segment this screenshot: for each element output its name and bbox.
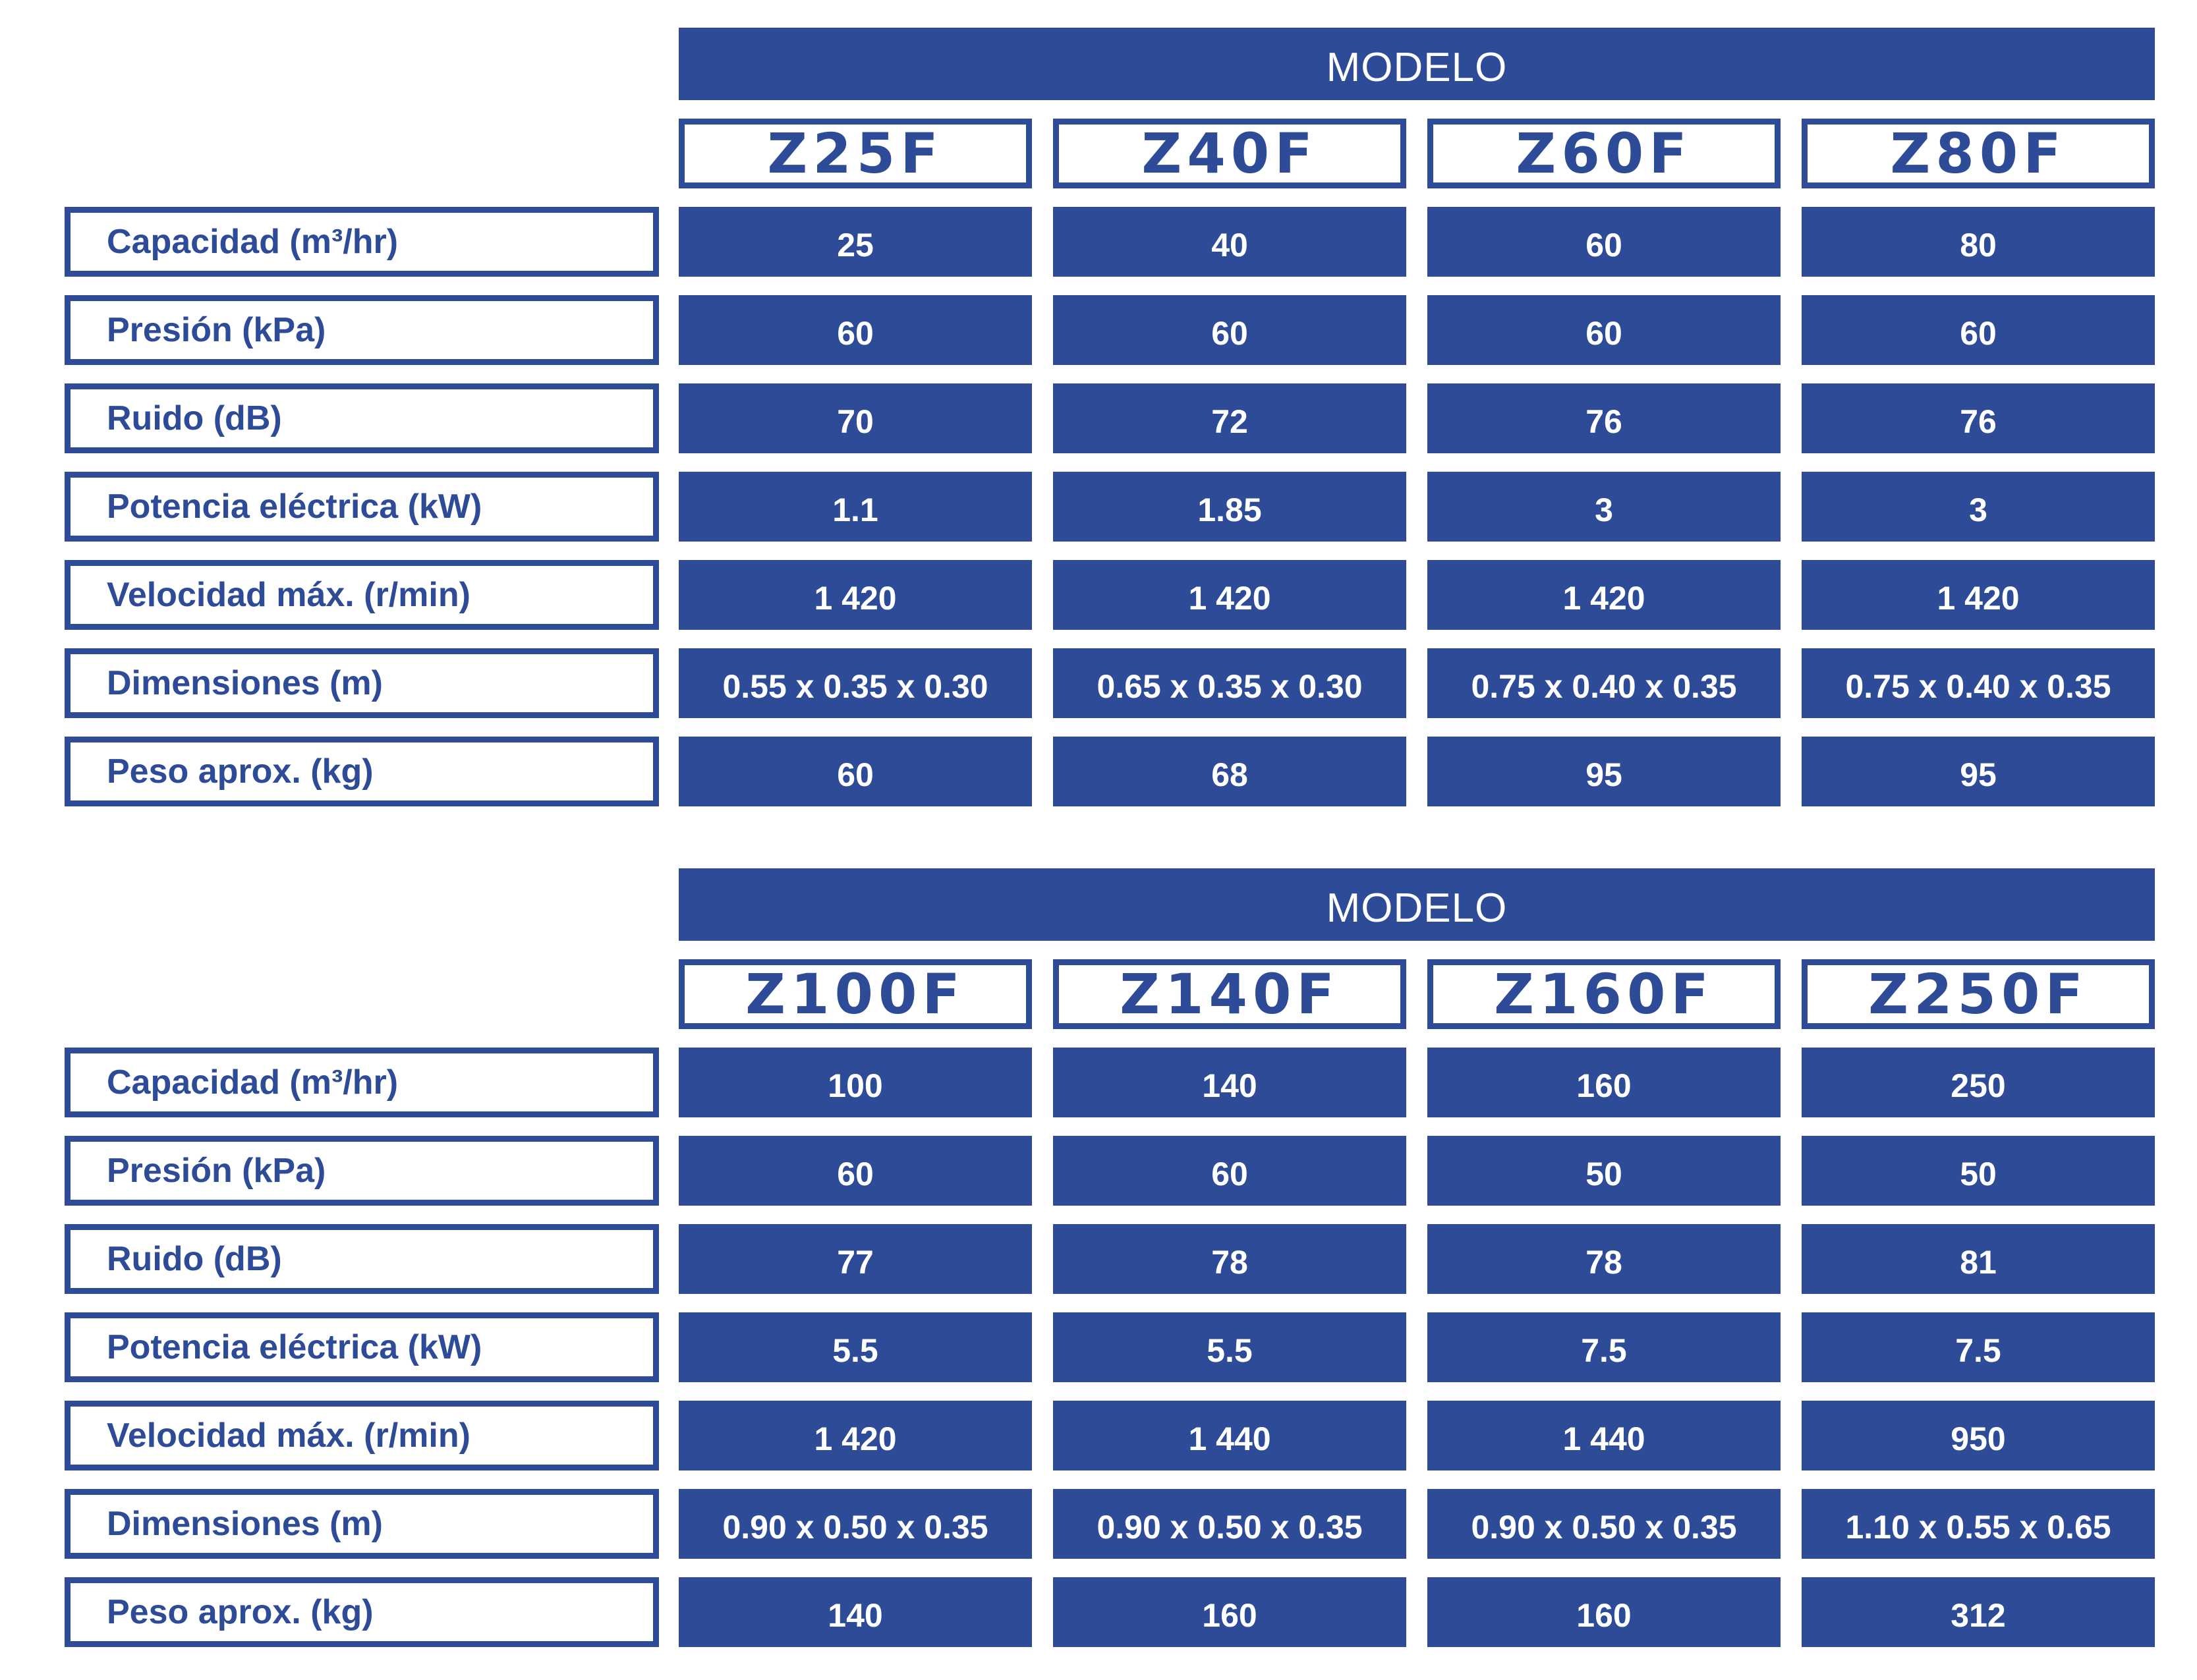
model-header-z80f: Z80F [1802, 119, 2155, 188]
table-cell: 3 [1427, 472, 1781, 542]
table-cell: 1 440 [1053, 1401, 1406, 1470]
row-label-velocidad: Velocidad máx. (r/min) [65, 1401, 659, 1470]
table-cell: 60 [679, 295, 1032, 365]
row-label-ruido: Ruido (dB) [65, 1224, 659, 1294]
row-label-capacidad: Capacidad (m³/hr) [65, 1048, 659, 1117]
table-cell: 160 [1053, 1577, 1406, 1647]
table-cell: 50 [1802, 1136, 2155, 1206]
table-cell: 0.75 x 0.40 x 0.35 [1427, 648, 1781, 718]
table-cell: 1 420 [1427, 560, 1781, 630]
model-header-z250f: Z250F [1802, 959, 2155, 1029]
spec-table-2: MODELO Z100F Z140F Z160F Z250F Capacidad… [0, 841, 2197, 1680]
table-cell: 5.5 [679, 1312, 1032, 1382]
table-cell: 60 [679, 737, 1032, 806]
table-cell: 68 [1053, 737, 1406, 806]
table-cell: 0.90 x 0.50 x 0.35 [1053, 1489, 1406, 1559]
table-cell: 7.5 [1427, 1312, 1781, 1382]
table-cell: 1.10 x 0.55 x 0.65 [1802, 1489, 2155, 1559]
model-header-z40f: Z40F [1053, 119, 1406, 188]
table-cell: 950 [1802, 1401, 2155, 1470]
table-cell: 50 [1427, 1136, 1781, 1206]
table-cell: 40 [1053, 207, 1406, 277]
row-label-ruido: Ruido (dB) [65, 383, 659, 453]
table-cell: 25 [679, 207, 1032, 277]
row-label-dimensiones: Dimensiones (m) [65, 648, 659, 718]
table-cell: 95 [1802, 737, 2155, 806]
table-cell: 5.5 [1053, 1312, 1406, 1382]
model-header-z160f: Z160F [1427, 959, 1781, 1029]
table-cell: 60 [1053, 1136, 1406, 1206]
table-cell: 0.90 x 0.50 x 0.35 [679, 1489, 1032, 1559]
table-cell: 312 [1802, 1577, 2155, 1647]
table-cell: 76 [1802, 383, 2155, 453]
model-header-z25f: Z25F [679, 119, 1032, 188]
table-cell: 160 [1427, 1577, 1781, 1647]
table-cell: 81 [1802, 1224, 2155, 1294]
row-label-peso: Peso aprox. (kg) [65, 1577, 659, 1647]
modelo-header: MODELO [679, 28, 2155, 100]
table-cell: 1 420 [679, 1401, 1032, 1470]
row-label-potencia: Potencia eléctrica (kW) [65, 472, 659, 542]
row-label-capacidad: Capacidad (m³/hr) [65, 207, 659, 277]
row-label-presion: Presión (kPa) [65, 1136, 659, 1206]
row-label-velocidad: Velocidad máx. (r/min) [65, 560, 659, 630]
row-label-dimensiones: Dimensiones (m) [65, 1489, 659, 1559]
row-label-peso: Peso aprox. (kg) [65, 737, 659, 806]
table-cell: 60 [1053, 295, 1406, 365]
row-label-presion: Presión (kPa) [65, 295, 659, 365]
table-cell: 1 420 [1802, 560, 2155, 630]
table-cell: 60 [1802, 295, 2155, 365]
table-cell: 60 [679, 1136, 1032, 1206]
table-cell: 76 [1427, 383, 1781, 453]
table-cell: 78 [1053, 1224, 1406, 1294]
table-cell: 1.85 [1053, 472, 1406, 542]
table-cell: 160 [1427, 1048, 1781, 1117]
table-cell: 140 [1053, 1048, 1406, 1117]
table-cell: 77 [679, 1224, 1032, 1294]
modelo-header: MODELO [679, 868, 2155, 941]
model-header-z140f: Z140F [1053, 959, 1406, 1029]
table-cell: 0.55 x 0.35 x 0.30 [679, 648, 1032, 718]
table-cell: 1 420 [1053, 560, 1406, 630]
table-cell: 250 [1802, 1048, 2155, 1117]
table-cell: 95 [1427, 737, 1781, 806]
table-cell: 1 440 [1427, 1401, 1781, 1470]
table-cell: 72 [1053, 383, 1406, 453]
table-cell: 80 [1802, 207, 2155, 277]
table-cell: 1 420 [679, 560, 1032, 630]
table-cell: 60 [1427, 295, 1781, 365]
table-cell: 1.1 [679, 472, 1032, 542]
table-cell: 7.5 [1802, 1312, 2155, 1382]
table-cell: 3 [1802, 472, 2155, 542]
model-header-z60f: Z60F [1427, 119, 1781, 188]
table-cell: 100 [679, 1048, 1032, 1117]
row-label-potencia: Potencia eléctrica (kW) [65, 1312, 659, 1382]
table-cell: 70 [679, 383, 1032, 453]
table-cell: 0.65 x 0.35 x 0.30 [1053, 648, 1406, 718]
table-cell: 140 [679, 1577, 1032, 1647]
model-header-z100f: Z100F [679, 959, 1032, 1029]
spec-table-1: MODELO Z25F Z40F Z60F Z80F Capacidad (m³… [0, 0, 2197, 837]
table-cell: 0.75 x 0.40 x 0.35 [1802, 648, 2155, 718]
table-cell: 78 [1427, 1224, 1781, 1294]
table-cell: 0.90 x 0.50 x 0.35 [1427, 1489, 1781, 1559]
table-cell: 60 [1427, 207, 1781, 277]
